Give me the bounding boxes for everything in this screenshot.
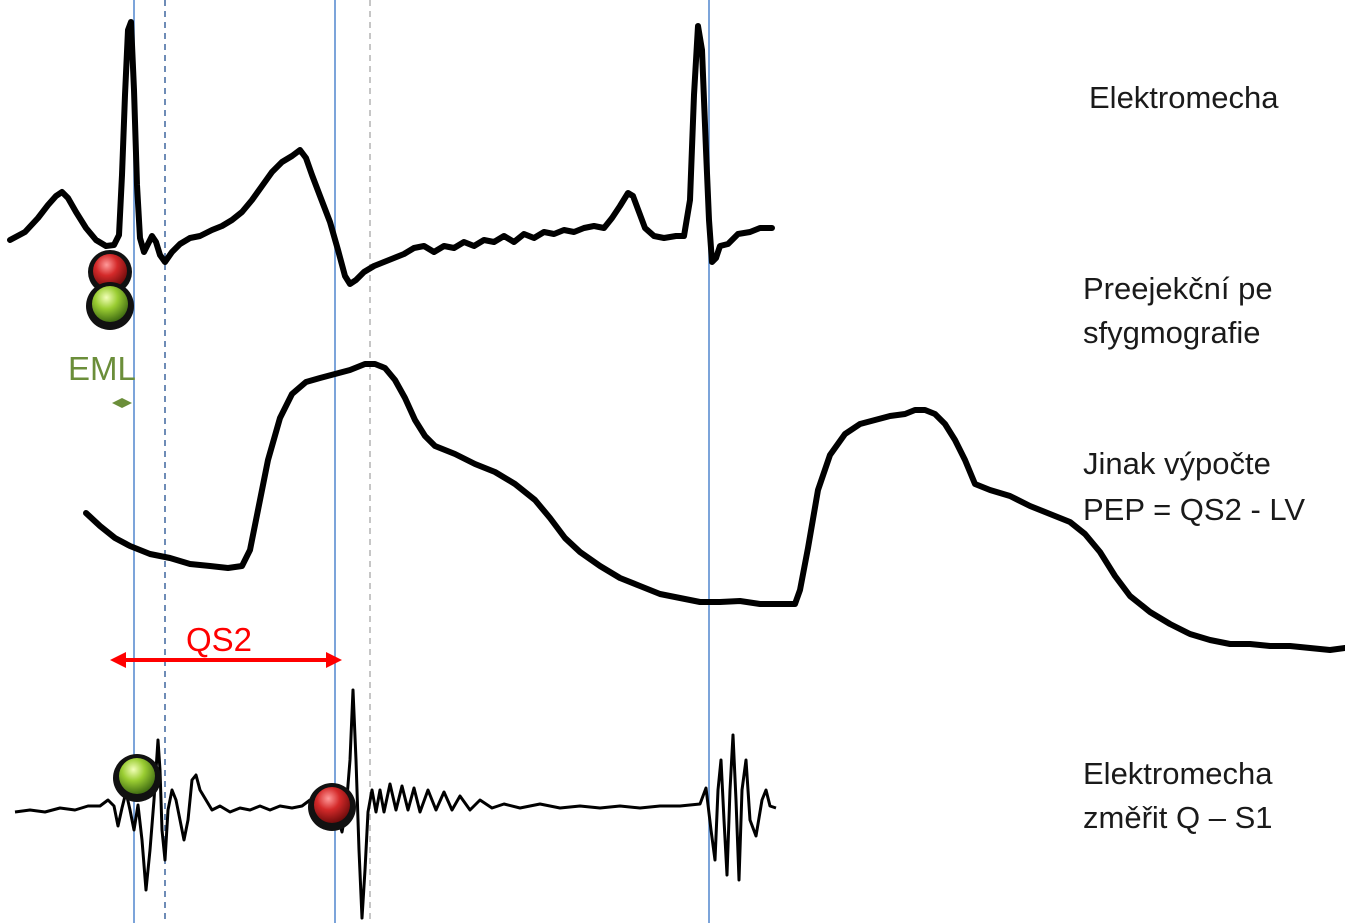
red-marker-top-icon xyxy=(88,250,132,294)
pcg-trace xyxy=(14,688,777,920)
red-marker-pcg-icon xyxy=(308,783,356,831)
caption-calculation-1: Jinak výpočte xyxy=(1083,446,1271,481)
ecg-trace xyxy=(7,19,775,287)
caption-preejection-1: Preejekční pe xyxy=(1083,271,1273,306)
caption-electromechanical-1: Elektromecha xyxy=(1089,80,1279,115)
caption-preejection-2: sfygmografie xyxy=(1083,315,1261,350)
qs2-label: QS2 xyxy=(186,621,252,658)
pulse-trace xyxy=(83,361,1345,653)
qs2-arrow xyxy=(110,652,342,668)
caption-measure-q-s1: změřit Q – S1 xyxy=(1083,800,1273,835)
eml-marker-icon xyxy=(112,398,132,408)
caption-pep-formula: PEP = QS2 - LV xyxy=(1083,492,1305,527)
green-marker-pcg-icon xyxy=(113,754,161,802)
caption-electromechanical-2: Elektromecha xyxy=(1083,756,1273,791)
eml-label: EML xyxy=(68,350,136,387)
green-marker-top-icon xyxy=(86,282,134,330)
